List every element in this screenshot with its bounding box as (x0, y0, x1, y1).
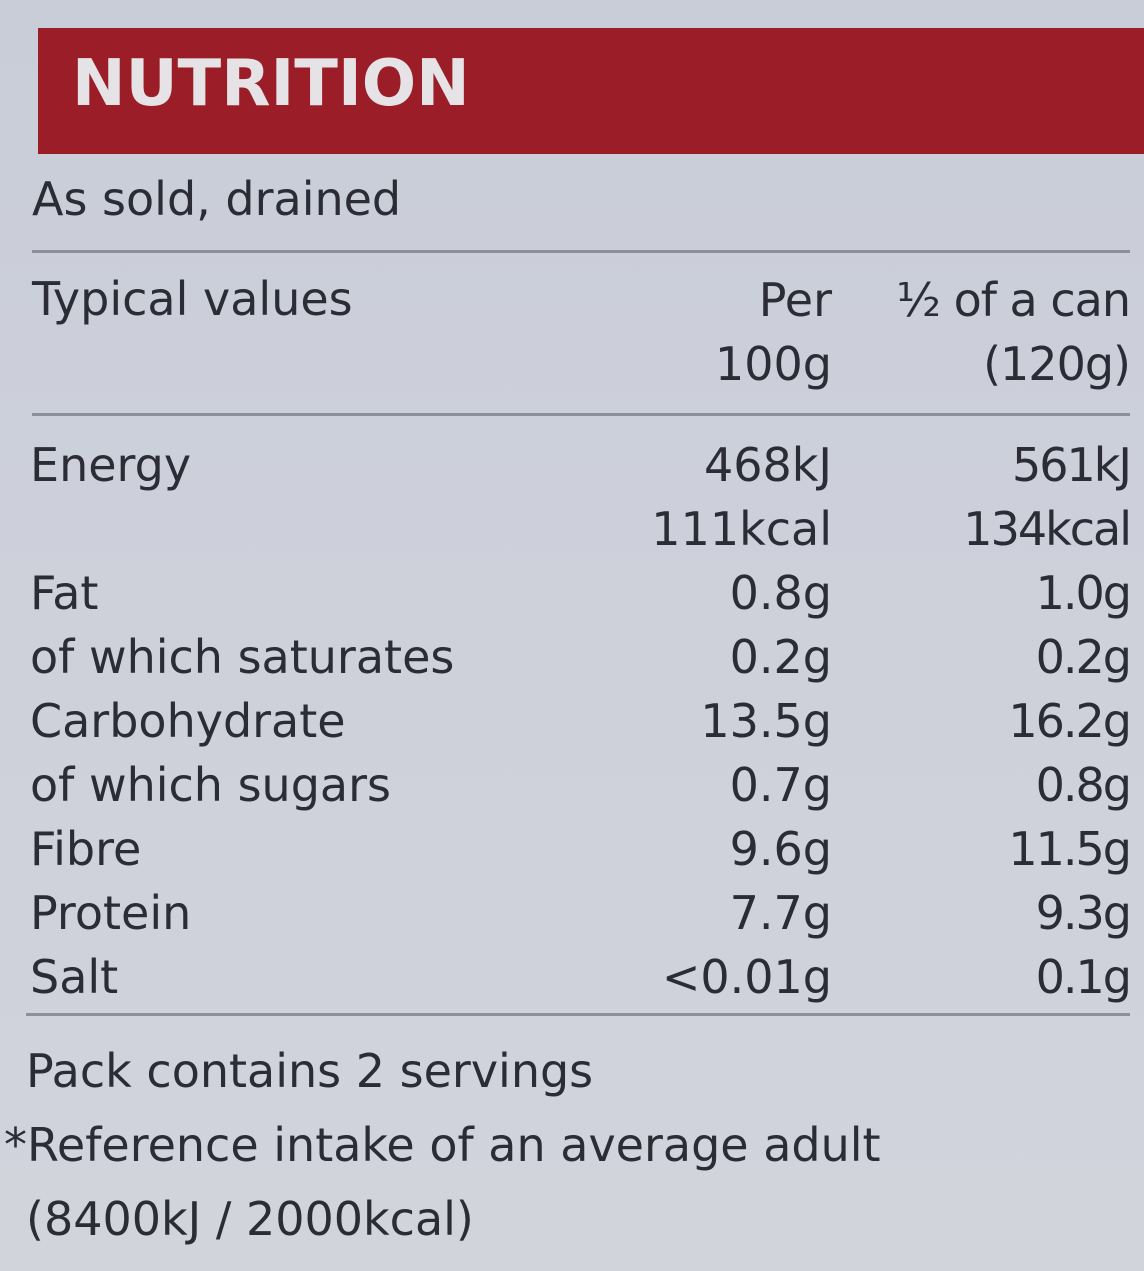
nutrient-name: Protein (30, 886, 192, 940)
value-per-100g: 0.8g (729, 566, 832, 620)
nutrient-table: Energy 468kJ 561kJ 111kcal 134kcal Fat 0… (0, 438, 1144, 1014)
nutrient-row: Fat 0.8g 1.0g (0, 566, 1144, 630)
nutrient-row: Fibre 9.6g 11.5g (0, 822, 1144, 886)
reference-intake-values: (8400kJ / 2000kcal) (26, 1192, 474, 1246)
nutrient-name: Energy (30, 438, 192, 492)
divider-top (32, 250, 1130, 253)
reference-intake-note: *Reference intake of an average adult (4, 1118, 881, 1172)
per-100g-heading: Per 100g (632, 268, 832, 396)
per-100g-heading-line1: Per (758, 273, 832, 327)
per-serving-heading-line2: (120g) (983, 337, 1131, 391)
nutrient-row: Carbohydrate 13.5g 16.2g (0, 694, 1144, 758)
value-per-100g: 7.7g (729, 886, 832, 940)
nutrient-name: Fibre (30, 822, 142, 876)
nutrient-row: 111kcal 134kcal (0, 502, 1144, 566)
nutrition-banner: NUTRITION (38, 28, 1144, 154)
value-per-serving: 0.2g (1035, 630, 1132, 684)
value-per-serving: 0.1g (1035, 950, 1132, 1004)
nutrient-row: Protein 7.7g 9.3g (0, 886, 1144, 950)
value-per-100g: 0.7g (729, 758, 832, 812)
value-per-serving: 16.2g (1008, 694, 1132, 748)
value-per-100g: 9.6g (729, 822, 832, 876)
nutrient-name: Fat (30, 566, 99, 620)
value-per-100g: 468kJ (703, 438, 832, 492)
value-per-serving: 1.0g (1035, 566, 1132, 620)
servings-note: Pack contains 2 servings (26, 1044, 594, 1098)
value-per-100g: <0.01g (661, 950, 832, 1004)
nutrient-row: of which saturates 0.2g 0.2g (0, 630, 1144, 694)
nutrient-name: of which saturates (30, 630, 455, 684)
divider-header (32, 413, 1130, 416)
value-per-serving: 9.3g (1035, 886, 1132, 940)
nutrient-name: of which sugars (30, 758, 391, 812)
per-serving-heading-line1: ½ of a can (896, 273, 1131, 327)
value-per-serving: 134kcal (963, 502, 1132, 556)
nutrient-name: Salt (30, 950, 119, 1004)
nutrient-row: Energy 468kJ 561kJ (0, 438, 1144, 502)
per-serving-heading: ½ of a can (120g) (870, 268, 1131, 396)
value-per-serving: 0.8g (1035, 758, 1132, 812)
value-per-100g: 13.5g (700, 694, 832, 748)
value-per-serving: 561kJ (1011, 438, 1132, 492)
typical-values-heading: Typical values (32, 272, 353, 326)
nutrient-row: Salt <0.01g 0.1g (0, 950, 1144, 1014)
nutrition-title: NUTRITION (72, 47, 470, 121)
nutrient-row: of which sugars 0.7g 0.8g (0, 758, 1144, 822)
per-100g-heading-line2: 100g (715, 337, 832, 391)
value-per-serving: 11.5g (1008, 822, 1132, 876)
divider-bottom (26, 1013, 1130, 1016)
value-per-100g: 0.2g (729, 630, 832, 684)
nutrient-name: Carbohydrate (30, 694, 346, 748)
serving-state-note: As sold, drained (32, 172, 402, 226)
value-per-100g: 111kcal (651, 502, 832, 556)
